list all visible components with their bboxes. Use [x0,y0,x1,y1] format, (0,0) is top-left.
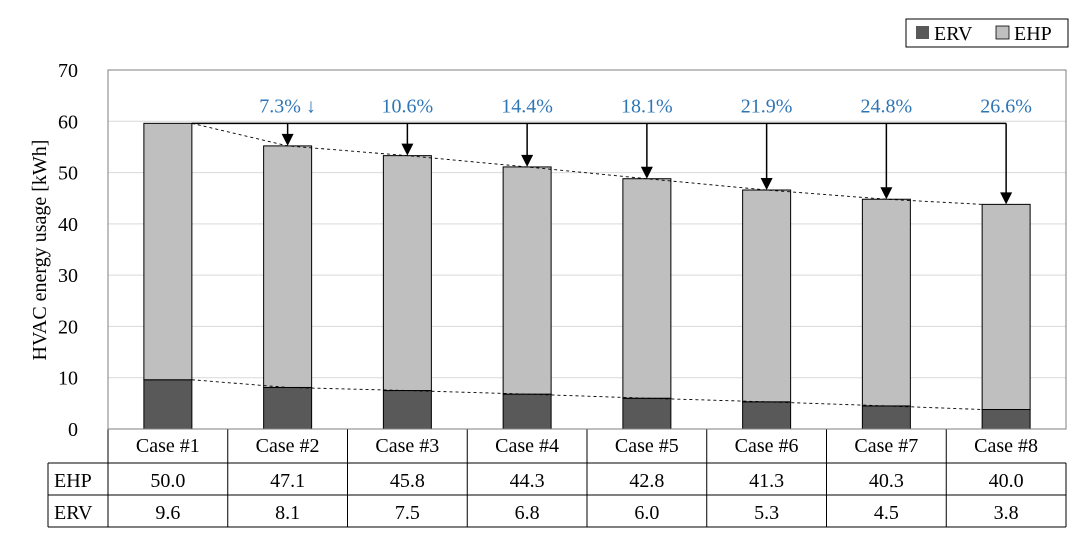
legend: ERV EHP [905,18,1069,48]
table-cell: 45.8 [390,470,425,492]
category-label: Case #1 [136,435,200,457]
y-tick-label: 20 [58,316,78,338]
total-trend-line [191,122,983,205]
arrow-head [1000,192,1013,205]
table-row-label: ERV [54,502,93,524]
reduction-label: 24.8% [861,95,913,117]
table-cell: 40.0 [989,470,1024,492]
category-label: Case #5 [615,435,679,457]
bar-erv [742,401,792,430]
bar-erv [263,386,313,430]
table-cell: 6.8 [515,502,540,524]
category-labels: Case #1 Case #2 Case #3 Case #4 Case #5 Case … [136,435,1038,457]
bar-erv [143,379,193,430]
bar-ehp [861,198,911,407]
arrow-head [760,178,773,191]
table-cell: 41.3 [749,470,784,492]
arrow-head [521,154,534,167]
arrow-head [281,133,294,146]
bar-erv [861,405,911,430]
table-cell: 3.8 [994,502,1019,524]
category-label: Case #6 [735,435,799,457]
reduction-label: 18.1% [621,95,673,117]
bar-ehp [382,155,432,392]
table-cell: 42.8 [629,470,664,492]
gridlines [108,69,1066,379]
bar-ehp [143,122,193,381]
bar-erv [622,397,672,430]
table-cell: 6.0 [634,502,659,524]
reduction-label: 14.4% [501,95,553,117]
reduction-arrows: 7.3% ↓ 10.6% 14.4% 18.1% 21.9% 24.8% 26.6% [191,95,1032,205]
bar-ehp [742,189,792,403]
bar-erv [502,393,552,430]
legend-swatch-ehp [995,25,1010,40]
legend-label-ehp: EHP [1014,23,1052,45]
arrow-head [640,166,653,179]
y-tick-label: 40 [58,214,78,236]
y-tick-label: 30 [58,265,78,287]
y-axis-ticks: 0 10 20 30 40 50 60 70 [58,60,78,441]
legend-label-erv: ERV [934,23,973,45]
bar-ehp [263,145,313,388]
y-axis-label: HVAC energy usage [kWh] [29,140,51,361]
table-cell: 7.5 [395,502,420,524]
y-tick-label: 10 [58,368,78,390]
bar-ehp [981,203,1031,411]
arrow-head [880,187,893,200]
arrow-head [401,143,414,156]
category-label: Case #8 [974,435,1038,457]
reduction-label: 7.3% ↓ [259,95,316,117]
category-label: Case #3 [375,435,439,457]
plot-area-frame [107,69,1067,430]
table-cell: 8.1 [275,502,300,524]
table-cell: 40.3 [869,470,904,492]
bars [143,122,1031,430]
trend-lines [191,122,983,410]
reduction-label: 21.9% [741,95,793,117]
y-tick-label: 60 [58,111,78,133]
category-label: Case #7 [854,435,918,457]
table-row-label: EHP [54,470,92,492]
y-tick-label: 0 [68,419,78,441]
bar-ehp [622,178,672,399]
table-cell: 4.5 [874,502,899,524]
erv-trend-line [191,379,983,410]
legend-box [905,18,1069,48]
category-label: Case #4 [495,435,559,457]
bar-erv [981,409,1031,430]
table-cell: 44.3 [510,470,545,492]
table-cell: 5.3 [754,502,779,524]
table-cell: 9.6 [155,502,180,524]
legend-swatch-erv [916,26,929,39]
reduction-label: 26.6% [980,95,1032,117]
bar-erv [382,390,432,430]
y-tick-label: 70 [58,60,78,82]
data-table: EHP 50.0 47.1 45.8 44.3 42.8 41.3 40.3 40.0 ERV 9.… [47,429,1067,528]
category-label: Case #2 [256,435,320,457]
bar-ehp [502,166,552,395]
table-cell: 47.1 [270,470,305,492]
reduction-label: 10.6% [382,95,434,117]
y-tick-label: 50 [58,163,78,185]
table-cell: 50.0 [150,470,185,492]
